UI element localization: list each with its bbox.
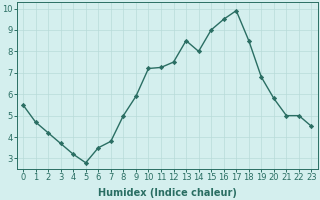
X-axis label: Humidex (Indice chaleur): Humidex (Indice chaleur): [98, 188, 237, 198]
